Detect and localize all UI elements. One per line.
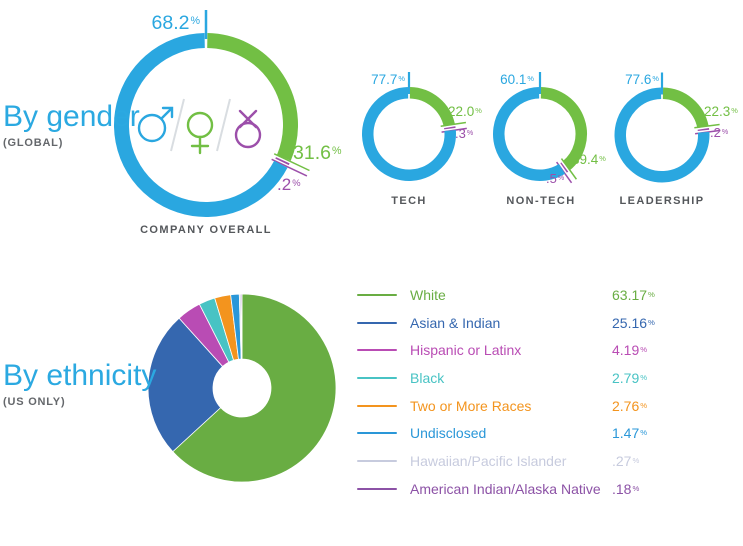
female-icon <box>190 135 210 155</box>
donut-segment-male <box>362 87 456 181</box>
ethnicity-legend: White 63.17% Asian & Indian 25.16% Hispa… <box>357 285 717 515</box>
company-other-label: .2% <box>277 175 301 194</box>
gender-section-header: By gender (GLOBAL) <box>3 101 140 149</box>
legend-swatch <box>357 322 397 324</box>
ethnicity-section-title: By ethnicity <box>3 359 157 392</box>
legend-value: 63.17% <box>612 287 655 303</box>
legend-label: Asian & Indian <box>410 315 501 331</box>
male-icon <box>137 113 167 143</box>
gender-section-title: By gender <box>3 100 140 133</box>
callout-line <box>271 158 308 177</box>
nontech-female-label: 39.4% <box>572 152 606 167</box>
female-icon <box>186 111 214 139</box>
nontech-caption: NON-TECH <box>506 195 576 207</box>
legend-label: White <box>410 287 446 303</box>
legend-label: Hawaiian/Pacific Islander <box>410 453 567 469</box>
legend-value: .27% <box>612 453 640 469</box>
pie-slice-american-indian-alaska-native <box>240 293 243 360</box>
tech-caption: TECH <box>391 195 427 207</box>
legend-item-undisclosed: Undisclosed 1.47% <box>357 423 717 443</box>
leadership-other-label: .2% <box>710 125 729 140</box>
legend-label: Two or More Races <box>410 398 532 414</box>
donut-segment-other <box>560 162 569 173</box>
tech-male-label: 77.7% <box>371 72 405 87</box>
gender-section-subtitle: (GLOBAL) <box>3 136 64 149</box>
legend-value: 2.76% <box>612 398 648 414</box>
legend-swatch <box>357 488 397 490</box>
donut-segment-female <box>409 87 455 127</box>
donut-segment-male <box>614 87 710 183</box>
legend-label: Undisclosed <box>410 425 487 441</box>
donut-segment-female <box>207 33 298 161</box>
legend-value: 25.16% <box>612 315 655 331</box>
donut-segment-male <box>493 87 566 181</box>
company-caption: COMPANY OVERALL <box>140 224 272 236</box>
legend-item-white: White 63.17% <box>357 285 717 305</box>
legend-label: American Indian/Alaska Native <box>410 481 601 497</box>
legend-item-hispanic-latinx: Hispanic or Latinx 4.19% <box>357 340 717 360</box>
legend-item-american-indian-alaska-native: American Indian/Alaska Native .18% <box>357 479 717 499</box>
tech-female-label: 22.0% <box>448 104 482 119</box>
ethnicity-section-header: By ethnicity (US ONLY) <box>3 360 156 408</box>
legend-item-hawaiian-pacific-islander: Hawaiian/Pacific Islander .27% <box>357 451 717 471</box>
separator-slash <box>170 98 185 152</box>
ethnicity-section-subtitle: (US ONLY) <box>3 395 66 408</box>
company-male-label: 68.2% <box>151 12 200 34</box>
legend-swatch <box>357 432 397 434</box>
nontech-other-label: .5% <box>546 171 565 186</box>
donut-segment-other <box>275 157 290 166</box>
legend-item-black: Black 2.79% <box>357 368 717 388</box>
legend-item-asian-indian: Asian & Indian 25.16% <box>357 313 717 333</box>
leadership-female-label: 22.3% <box>704 104 738 119</box>
tech-other-label: .3% <box>455 126 474 141</box>
company-female-label: 31.6% <box>293 142 342 164</box>
donut-segment-female <box>540 87 587 171</box>
other-gender-icon <box>234 121 262 149</box>
legend-swatch <box>357 405 397 407</box>
legend-value: 1.47% <box>612 425 648 441</box>
pie-slice-asian-indian <box>147 317 224 453</box>
donut-segment-female <box>662 87 709 129</box>
legend-label: Hispanic or Latinx <box>410 342 522 358</box>
other-gender-icon <box>238 109 258 129</box>
callout-line <box>273 153 310 172</box>
leadership-male-label: 77.6% <box>625 72 659 87</box>
legend-swatch <box>357 294 397 296</box>
male-icon <box>160 106 174 120</box>
legend-swatch <box>357 460 397 462</box>
legend-swatch <box>357 377 397 379</box>
legend-label: Black <box>410 370 445 386</box>
legend-swatch <box>357 349 397 351</box>
leadership-caption: LEADERSHIP <box>619 195 705 207</box>
separator-slash <box>216 98 231 152</box>
pie-slice-white <box>172 293 337 483</box>
legend-value: 4.19% <box>612 342 648 358</box>
legend-value: 2.79% <box>612 370 648 386</box>
legend-value: .18% <box>612 481 640 497</box>
nontech-male-label: 60.1% <box>500 72 534 87</box>
legend-item-two-or-more: Two or More Races 2.76% <box>357 396 717 416</box>
donut-segment-male <box>114 33 288 217</box>
